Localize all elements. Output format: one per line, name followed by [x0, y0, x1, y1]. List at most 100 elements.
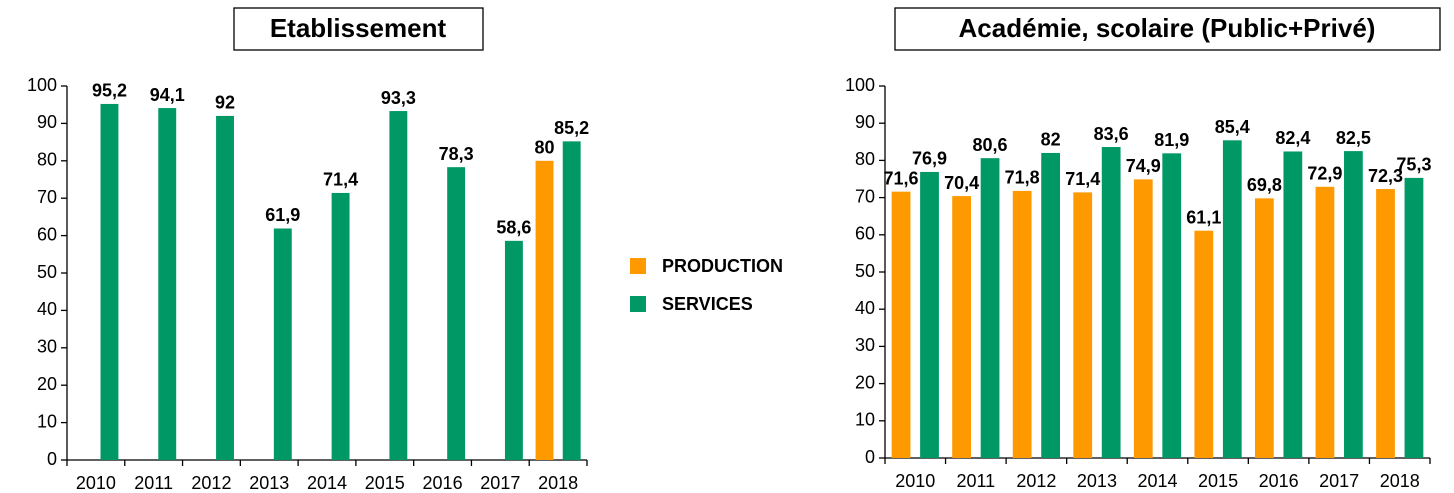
- x-tick-label: 2014: [307, 473, 347, 493]
- x-tick-label: 2013: [1077, 471, 1117, 491]
- bar: [891, 191, 911, 458]
- y-tick-label: 80: [37, 150, 57, 170]
- value-label: 78,3: [439, 144, 474, 164]
- bar: [1376, 189, 1395, 458]
- x-tick-label: 2011: [956, 471, 995, 491]
- chart-title: Etablissement: [270, 13, 447, 43]
- y-tick-label: 100: [845, 75, 875, 95]
- y-tick-label: 100: [27, 75, 57, 95]
- bar: [1101, 147, 1121, 458]
- title-box: [233, 7, 484, 51]
- x-tick-label: 2018: [538, 473, 578, 493]
- value-label: 74,9: [1126, 156, 1161, 176]
- value-label: 82: [1041, 130, 1061, 150]
- y-tick-label: 70: [855, 186, 875, 206]
- title-box: [894, 7, 1441, 51]
- bar: [980, 158, 1000, 458]
- y-tick-label: 80: [855, 149, 875, 169]
- value-label: 71,6: [884, 168, 919, 188]
- y-tick-label: 50: [37, 262, 57, 282]
- value-label: 92: [215, 93, 235, 113]
- bar: [1073, 192, 1093, 458]
- y-tick-label: 60: [855, 224, 875, 244]
- value-label: 82,4: [1275, 128, 1310, 148]
- value-label: 93,3: [381, 88, 416, 108]
- x-tick-label: 2018: [1380, 471, 1420, 491]
- bar: [535, 160, 554, 461]
- value-label: 80: [535, 138, 555, 158]
- value-label: 82,5: [1336, 128, 1371, 148]
- bar: [1194, 230, 1214, 458]
- bar: [1162, 153, 1182, 458]
- y-tick-label: 20: [37, 374, 57, 394]
- value-label: 69,8: [1247, 175, 1282, 195]
- x-tick-label: 2014: [1137, 471, 1177, 491]
- value-label: 71,8: [1005, 168, 1040, 188]
- bar: [562, 141, 581, 461]
- value-label: 71,4: [323, 170, 358, 190]
- x-tick-label: 2011: [134, 473, 173, 493]
- value-label: 95,2: [92, 81, 127, 101]
- y-tick-label: 70: [37, 187, 57, 207]
- value-label: 85,4: [1215, 117, 1250, 137]
- legend-label: SERVICES: [662, 294, 753, 314]
- bar: [1041, 152, 1061, 458]
- bar: [1404, 177, 1424, 458]
- x-tick-label: 2016: [423, 473, 463, 493]
- y-tick-label: 40: [37, 299, 57, 319]
- x-tick-label: 2013: [249, 473, 289, 493]
- value-label: 80,6: [973, 135, 1008, 155]
- value-label: 61,1: [1186, 207, 1221, 227]
- y-tick-label: 90: [37, 112, 57, 132]
- value-label: 72,3: [1368, 166, 1403, 186]
- bar: [1012, 190, 1032, 459]
- x-tick-label: 2012: [191, 473, 231, 493]
- bar: [1283, 151, 1303, 459]
- value-label: 94,1: [150, 85, 185, 105]
- value-label: 75,3: [1396, 155, 1431, 175]
- y-tick-label: 90: [855, 112, 875, 132]
- bar: [920, 171, 939, 458]
- value-label: 85,2: [554, 118, 589, 138]
- value-label: 71,4: [1065, 169, 1100, 189]
- x-tick-label: 2015: [365, 473, 405, 493]
- x-tick-label: 2012: [1016, 471, 1056, 491]
- bar: [447, 167, 466, 460]
- bar: [273, 228, 292, 460]
- legend-swatch: [630, 296, 646, 312]
- bar: [952, 196, 971, 458]
- value-label: 61,9: [265, 205, 300, 225]
- x-tick-label: 2016: [1259, 471, 1299, 491]
- y-tick-label: 10: [37, 411, 57, 431]
- y-tick-label: 0: [47, 449, 57, 469]
- y-tick-label: 30: [37, 337, 57, 357]
- bar: [1315, 186, 1335, 458]
- value-label: 81,9: [1154, 130, 1189, 150]
- bar: [1133, 179, 1153, 458]
- legend-label: PRODUCTION: [662, 256, 783, 276]
- bar: [158, 108, 177, 460]
- x-tick-label: 2017: [480, 473, 520, 493]
- value-label: 83,6: [1094, 124, 1129, 144]
- y-tick-label: 40: [855, 298, 875, 318]
- legend-swatch: [630, 258, 646, 274]
- bar: [1222, 140, 1242, 458]
- value-label: 70,4: [944, 173, 979, 193]
- value-label: 76,9: [912, 149, 947, 169]
- bar: [216, 115, 234, 461]
- y-tick-label: 30: [855, 335, 875, 355]
- y-tick-label: 0: [865, 447, 875, 467]
- chart-title: Académie, scolaire (Public+Privé): [959, 13, 1376, 43]
- bar: [504, 240, 523, 460]
- bar: [331, 192, 350, 461]
- bar: [100, 103, 119, 461]
- y-tick-label: 50: [855, 261, 875, 281]
- bar: [389, 111, 408, 461]
- value-label: 72,9: [1307, 164, 1342, 184]
- y-tick-label: 20: [855, 372, 875, 392]
- value-label: 58,6: [496, 218, 531, 238]
- x-tick-label: 2017: [1319, 471, 1359, 491]
- y-tick-label: 60: [37, 224, 57, 244]
- bar: [1254, 198, 1274, 458]
